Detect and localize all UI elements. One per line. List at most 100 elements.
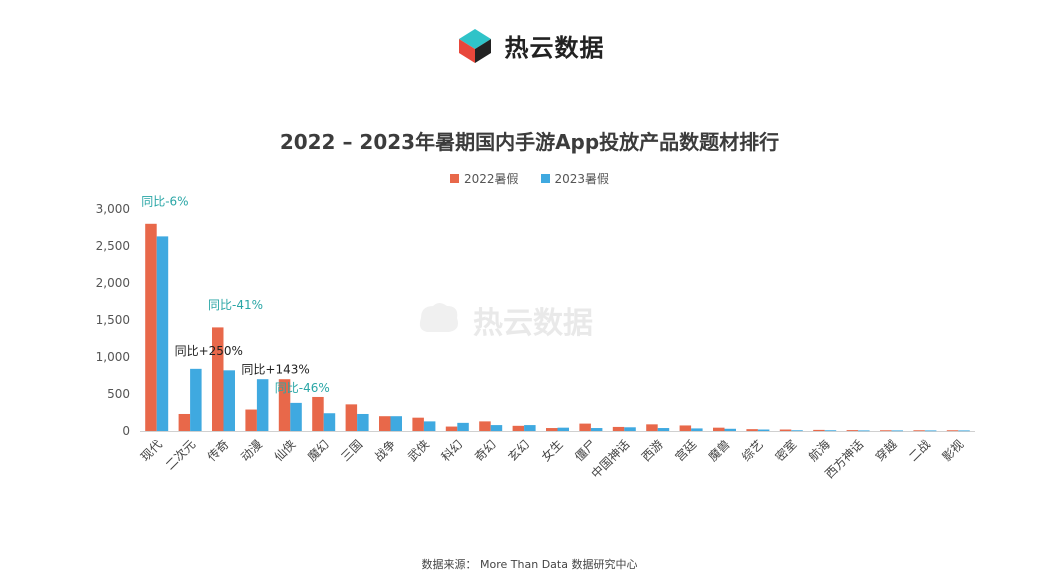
data-source: 数据来源： More Than Data 数据研究中心: [421, 558, 638, 571]
bar-2022: [145, 223, 157, 431]
bar-2023: [223, 370, 235, 431]
bar-2022: [579, 423, 591, 431]
bar-2023: [824, 430, 837, 432]
yoy-annotation: 同比+250%: [175, 344, 243, 358]
reyun-logo-icon: [458, 29, 491, 63]
bar-2023: [590, 428, 603, 431]
legend-label-2022: 2022暑假: [463, 172, 519, 186]
bar-2023: [390, 416, 402, 431]
y-tick-label: 2,500: [96, 239, 130, 253]
bar-2022: [312, 396, 324, 431]
bar-2022: [713, 427, 725, 431]
bar-2023: [624, 427, 636, 431]
legend-item-2022: 2022暑假: [449, 170, 519, 187]
legend-swatch-2022: [449, 174, 459, 183]
bar-2022: [245, 409, 257, 431]
bar-2022: [412, 417, 424, 431]
bar-2022: [479, 421, 491, 431]
bar-2023: [190, 368, 202, 431]
y-tick-label: 500: [107, 387, 130, 401]
x-tick-label: 二战: [906, 437, 933, 464]
bar-2023: [858, 430, 870, 432]
y-tick-label: 0: [122, 424, 130, 438]
bar-2022: [913, 430, 925, 432]
bar-2022: [345, 404, 358, 431]
bar-2023: [323, 413, 336, 431]
bar-2023: [657, 428, 670, 431]
x-tick-label: 魔幻: [304, 437, 332, 465]
bar-2023: [256, 379, 269, 431]
x-tick-label: 三国: [338, 437, 365, 464]
x-tick-label: 穿越: [872, 437, 900, 465]
x-tick-label: 战争: [372, 437, 399, 464]
x-tick-label: 女生: [538, 437, 566, 465]
bar-2022: [946, 430, 959, 432]
bar-2022: [880, 430, 892, 432]
brand-header: 热云数据: [0, 20, 1059, 70]
bar-2022: [278, 379, 291, 431]
bar-2022: [178, 413, 191, 431]
bar-2023: [924, 430, 937, 432]
watermark-logo-icon: [419, 303, 458, 332]
legend-item-2023: 2023暑假: [540, 170, 610, 187]
x-tick-label: 二次元: [163, 437, 198, 472]
bar-2023: [557, 427, 569, 431]
bar-2023: [490, 425, 503, 431]
y-tick-label: 1,000: [96, 350, 130, 364]
bar-2022: [612, 426, 625, 431]
x-tick-label: 西游: [639, 437, 666, 464]
x-tick-label: 动漫: [238, 437, 265, 464]
x-tick-label: 玄幻: [505, 437, 533, 465]
x-tick-label: 僵尸: [572, 437, 599, 464]
x-tick-label: 综艺: [739, 437, 766, 464]
x-tick-label: 密室: [772, 437, 800, 465]
y-tick-label: 3,000: [96, 202, 130, 216]
bar-2022: [646, 424, 658, 431]
brand-name: 热云数据: [504, 33, 605, 62]
bar-2022: [846, 430, 859, 431]
bar-2023: [791, 430, 803, 432]
bar-2023: [357, 413, 369, 431]
bar-2022: [779, 429, 792, 431]
bar-2022: [679, 425, 692, 431]
bar-2022: [512, 425, 525, 431]
x-tick-label: 仙侠: [272, 437, 299, 464]
bar-2022: [212, 327, 224, 431]
yoy-annotation: 同比+143%: [241, 362, 309, 376]
chart-title: 2022 – 2023年暑期国内手游App投放产品数题材排行: [279, 130, 780, 154]
x-tick-label: 奇幻: [472, 437, 499, 464]
bar-2022: [379, 416, 391, 431]
bar-2023: [958, 430, 970, 432]
bar-2022: [445, 426, 458, 431]
bar-2022: [546, 428, 558, 431]
bar-2023: [423, 421, 436, 431]
bar-2023: [156, 236, 169, 431]
x-tick-label: 现代: [138, 437, 165, 464]
bar-2022: [746, 429, 758, 431]
y-tick-label: 2,000: [96, 276, 130, 290]
x-tick-label: 武侠: [405, 437, 432, 464]
legend-swatch-2023: [540, 174, 550, 183]
yoy-annotation: 同比-6%: [141, 194, 188, 208]
x-tick-label: 魔兽: [705, 437, 733, 465]
x-tick-label: 影视: [939, 437, 967, 465]
bar-2023: [757, 429, 770, 431]
bar-2022: [813, 429, 825, 431]
legend-label-2023: 2023暑假: [554, 172, 610, 186]
x-tick-label: 航海: [805, 437, 833, 465]
bar-2023: [891, 430, 903, 432]
watermark: 热云数据: [415, 298, 593, 342]
yoy-annotation: 同比-46%: [275, 381, 330, 395]
yoy-annotation: 同比-41%: [208, 298, 263, 312]
bar-2023: [457, 422, 469, 431]
x-tick-label: 科幻: [439, 437, 466, 464]
bar-2023: [290, 402, 302, 431]
x-tick-label: 传奇: [204, 437, 232, 465]
x-tick-label: 宫廷: [672, 437, 700, 465]
bar-2023: [724, 428, 736, 431]
bar-2023: [691, 428, 703, 431]
bar-2023: [524, 425, 536, 431]
y-tick-label: 1,500: [96, 313, 130, 327]
watermark-text: 热云数据: [473, 306, 593, 341]
